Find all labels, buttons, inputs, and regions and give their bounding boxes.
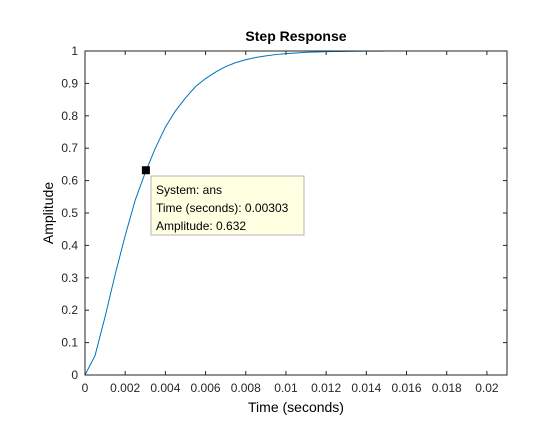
y-tick-label: 0 — [71, 368, 78, 382]
axes-box — [84, 50, 508, 376]
y-tick-label: 0.9 — [61, 76, 78, 90]
x-tick-label: 0 — [82, 381, 89, 395]
chart-title: Step Response — [245, 28, 346, 44]
data-tip[interactable]: System: ans Time (seconds): 0.00303 Ampl… — [141, 166, 305, 236]
x-tick-label: 0.016 — [392, 381, 422, 395]
x-tick-label: 0.004 — [150, 381, 180, 395]
x-tick-label: 0.006 — [191, 381, 221, 395]
y-tick-label: 0.7 — [61, 141, 78, 155]
y-tick-label: 0.1 — [61, 336, 78, 350]
x-tick-label: 0.012 — [311, 381, 341, 395]
datatip-time-line: Time (seconds): 0.00303 — [156, 201, 289, 215]
ticks-layer: 0 0.002 0.004 0.006 0.008 0.01 0.012 0.014 0.016… — [61, 44, 507, 395]
datatip-box — [150, 175, 305, 236]
datatip-marker[interactable] — [141, 166, 150, 175]
x-tick-label: 0.01 — [274, 381, 298, 395]
y-axis-label: Amplitude — [40, 182, 56, 244]
x-tick-label: 0.014 — [351, 381, 381, 395]
datatip-amplitude-line: Amplitude: 0.632 — [156, 219, 246, 233]
y-tick-label: 0.4 — [61, 238, 78, 252]
y-tick-label: 0.2 — [61, 303, 78, 317]
datatip-system-line: System: ans — [156, 183, 222, 197]
x-tick-label: 0.002 — [110, 381, 140, 395]
x-axis-label: Time (seconds) — [248, 399, 344, 415]
x-tick-label: 0.008 — [231, 381, 261, 395]
y-tick-label: 0.3 — [61, 271, 78, 285]
y-tick-label: 0.6 — [61, 174, 78, 188]
x-tick-label: 0.018 — [432, 381, 462, 395]
y-tick-label: 0.8 — [61, 109, 78, 123]
y-tick-label: 1 — [71, 44, 78, 58]
x-tick-label: 0.02 — [475, 381, 499, 395]
y-tick-label: 0.5 — [61, 206, 78, 220]
